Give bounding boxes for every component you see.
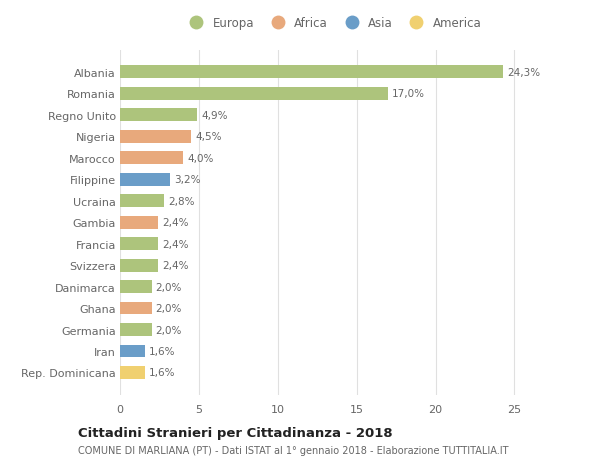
Bar xyxy=(120,323,152,336)
Bar xyxy=(120,302,152,315)
Bar xyxy=(120,366,145,379)
Text: 2,0%: 2,0% xyxy=(155,282,182,292)
Bar xyxy=(120,280,152,293)
Bar xyxy=(120,259,158,272)
Bar xyxy=(120,238,158,251)
Text: 17,0%: 17,0% xyxy=(392,89,425,99)
Bar xyxy=(120,66,503,79)
Text: 1,6%: 1,6% xyxy=(149,368,176,378)
Text: 4,0%: 4,0% xyxy=(187,153,214,163)
Text: 4,5%: 4,5% xyxy=(195,132,221,142)
Text: 2,4%: 2,4% xyxy=(162,261,188,270)
Text: 2,4%: 2,4% xyxy=(162,239,188,249)
Text: 2,0%: 2,0% xyxy=(155,303,182,313)
Text: 24,3%: 24,3% xyxy=(508,67,541,78)
Text: 1,6%: 1,6% xyxy=(149,346,176,356)
Bar xyxy=(120,109,197,122)
Text: Cittadini Stranieri per Cittadinanza - 2018: Cittadini Stranieri per Cittadinanza - 2… xyxy=(78,426,392,439)
Bar xyxy=(120,174,170,186)
Text: COMUNE DI MARLIANA (PT) - Dati ISTAT al 1° gennaio 2018 - Elaborazione TUTTITALI: COMUNE DI MARLIANA (PT) - Dati ISTAT al … xyxy=(78,445,509,455)
Bar xyxy=(120,195,164,207)
Bar xyxy=(120,216,158,229)
Bar xyxy=(120,152,183,165)
Bar xyxy=(120,345,145,358)
Bar xyxy=(120,130,191,143)
Legend: Europa, Africa, Asia, America: Europa, Africa, Asia, America xyxy=(182,15,484,33)
Text: 2,4%: 2,4% xyxy=(162,218,188,228)
Text: 4,9%: 4,9% xyxy=(201,111,228,120)
Text: 3,2%: 3,2% xyxy=(175,175,201,185)
Text: 2,0%: 2,0% xyxy=(155,325,182,335)
Text: 2,8%: 2,8% xyxy=(168,196,194,206)
Bar xyxy=(120,88,388,101)
